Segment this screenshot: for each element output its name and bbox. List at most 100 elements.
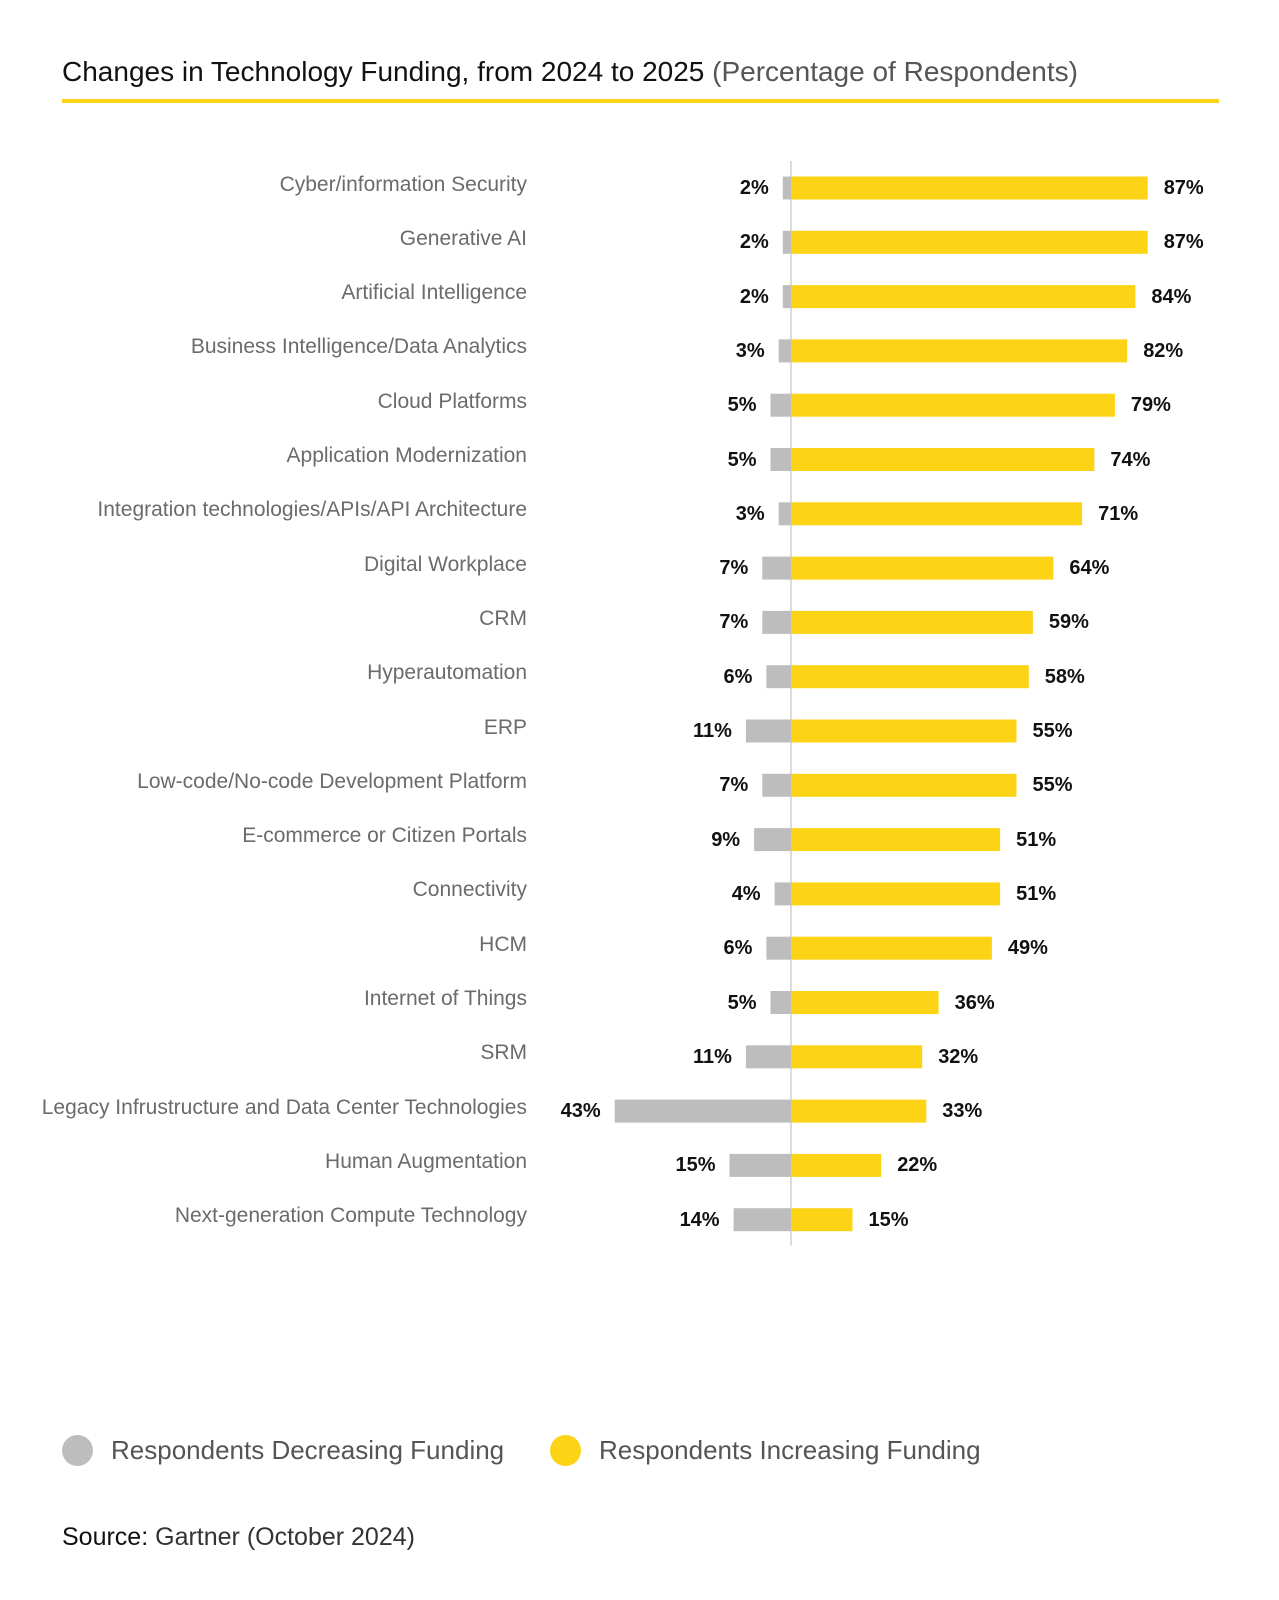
category-label: Human Augmentation [325,1149,527,1173]
value-label-increasing: 55% [1032,720,1073,742]
value-label-decreasing: 14% [679,1208,720,1231]
bar-increasing [791,339,1128,363]
bar-increasing [791,176,1148,200]
bar-decreasing [770,991,791,1014]
category-label: Connectivity [412,878,527,902]
category-label: Integration technologies/APIs/API Archit… [97,498,527,522]
category-label: Artificial Intelligence [341,281,527,305]
category-label: E-commerce or Citizen Portals [242,824,527,848]
value-label-decreasing: 9% [711,828,741,851]
value-label-decreasing: 6% [723,665,753,688]
chart-title-main: Changes in Technology Funding, from 2024… [62,56,705,87]
value-label-increasing: 64% [1069,557,1110,580]
bar-increasing [791,1153,882,1177]
bar-decreasing [762,556,791,580]
value-label-decreasing: 5% [727,991,757,1014]
category-label: HCM [479,932,527,956]
bar-decreasing [766,936,791,960]
value-label-increasing: 82% [1143,339,1184,362]
bar-decreasing [729,1153,791,1177]
value-label-decreasing: 11% [692,1045,732,1068]
bar-increasing [791,719,1017,743]
bar-increasing [791,882,1001,906]
value-label-decreasing: 11% [692,720,732,742]
value-label-increasing: 51% [1016,882,1057,905]
source-text: Gartner (October 2024) [155,1523,415,1551]
value-label-decreasing: 6% [723,937,753,960]
category-label: SRM [480,1041,527,1065]
source-note: Source: Gartner (October 2024) [62,1520,415,1554]
title-underline [62,99,1219,103]
category-label: Internet of Things [363,987,527,1010]
bar-decreasing [733,1208,791,1232]
bar-decreasing [782,285,791,309]
bar-increasing [791,285,1136,309]
value-label-decreasing: 2% [739,231,769,254]
bar-decreasing [774,882,791,906]
bar-increasing [791,1099,927,1123]
category-label: CRM [479,606,527,630]
value-label-increasing: 71% [1098,502,1139,525]
bar-increasing [791,230,1148,254]
bar-increasing [791,556,1054,580]
value-label-decreasing: 4% [731,882,761,905]
value-label-increasing: 22% [897,1154,938,1177]
value-label-increasing: 15% [868,1208,909,1231]
value-label-increasing: 58% [1044,665,1085,688]
bar-decreasing [745,719,791,743]
chart-title-sub: (Percentage of Respondents) [712,56,1078,87]
bar-increasing [791,665,1029,689]
value-label-increasing: 36% [954,991,995,1014]
bar-increasing [791,1208,853,1232]
bar-decreasing [745,1045,791,1069]
bar-increasing [791,773,1017,797]
bar-increasing [791,1045,923,1069]
legend-label-increasing: Respondents Increasing Funding [599,1435,981,1465]
legend-label-decreasing: Respondents Decreasing Funding [111,1435,505,1465]
bar-decreasing [782,230,791,254]
bar-decreasing [782,176,791,200]
bar-decreasing [762,773,791,797]
bar-decreasing [762,610,791,634]
bar-decreasing [766,665,791,689]
value-label-decreasing: 3% [735,502,765,525]
source-label: Source: [62,1523,149,1551]
value-label-increasing: 55% [1032,774,1073,797]
bar-decreasing [614,1099,791,1123]
value-label-increasing: 87% [1163,231,1204,254]
value-label-decreasing: 7% [719,557,749,580]
bar-increasing [791,936,992,960]
value-label-decreasing: 7% [719,611,749,634]
value-label-increasing: 49% [1007,937,1048,960]
value-label-increasing: 32% [938,1045,979,1068]
chart-title: Changes in Technology Funding, from 2024… [62,52,1078,92]
bar-decreasing [770,393,791,417]
bar-increasing [791,610,1033,634]
category-label: Legacy Infrustructure and Data Center Te… [41,1095,527,1119]
value-label-decreasing: 5% [727,448,757,471]
category-label: Business Intelligence/Data Analytics [190,335,527,359]
category-label: Hyperautomation [367,661,527,685]
value-label-increasing: 51% [1016,828,1057,851]
category-label: Cyber/information Security [279,172,527,196]
value-label-increasing: 59% [1048,611,1089,634]
category-label: Digital Workplace [363,552,527,576]
chart-plot [614,161,1148,1246]
bar-decreasing [778,502,791,526]
bar-decreasing [778,339,791,363]
category-label: Low-code/No-code Development Platform [137,769,527,793]
bar-increasing [791,828,1001,852]
value-label-increasing: 33% [942,1100,983,1123]
category-label: Next-generation Compute Technology [174,1204,527,1228]
value-label-increasing: 74% [1110,448,1151,471]
value-label-decreasing: 5% [727,394,757,417]
value-label-decreasing: 43% [560,1100,601,1123]
category-label: ERP [483,715,527,739]
legend-swatch-decreasing [62,1435,93,1466]
value-label-decreasing: 2% [739,177,769,199]
bar-increasing [791,502,1083,526]
category-label: Cloud Platforms [377,389,527,413]
category-label: Generative AI [399,226,527,250]
bar-decreasing [770,448,791,471]
value-label-decreasing: 2% [739,285,769,308]
